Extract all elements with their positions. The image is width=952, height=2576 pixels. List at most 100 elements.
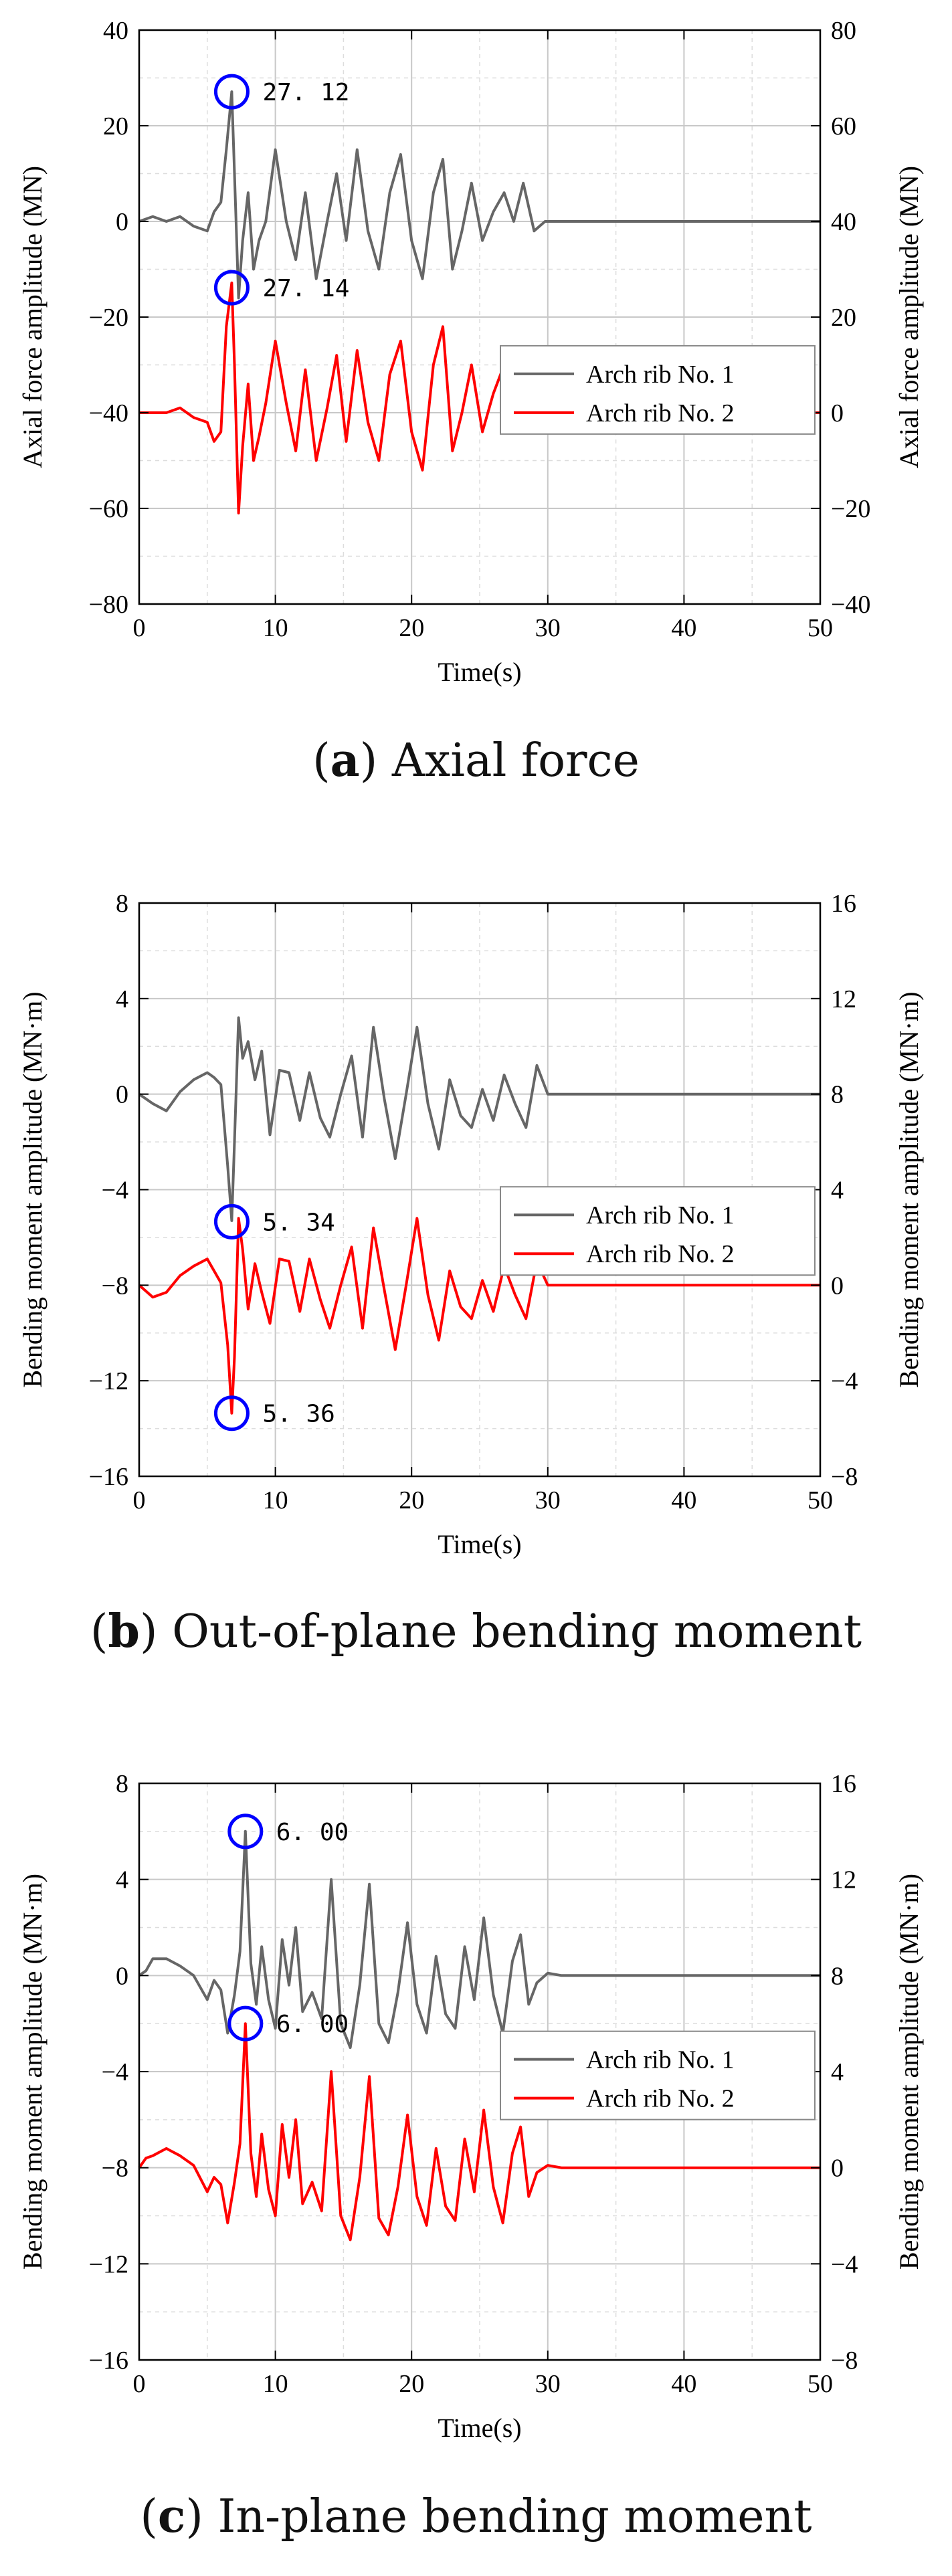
y-left-tick-label: −80 — [89, 591, 128, 619]
x-tick-label: 20 — [399, 2370, 424, 2398]
series-line-1 — [138, 90, 820, 300]
y-right-tick-label: 4 — [831, 1177, 844, 1205]
y-right-tick-label: −8 — [831, 2347, 858, 2375]
y-left-tick-label: 0 — [116, 1081, 128, 1109]
y-right-tick-label: 8 — [831, 1962, 844, 1990]
x-tick-label: 30 — [535, 1486, 561, 1514]
y-right-tick-label: 4 — [831, 2058, 844, 2086]
chart-caption: (b) Out-of-plane bending moment — [90, 1605, 862, 1658]
y-right-tick-label: −4 — [831, 1367, 858, 1395]
peak-label-2: 6. 00 — [276, 2011, 349, 2038]
x-axis-label: Time(s) — [438, 2413, 521, 2443]
y-right-tick-label: −8 — [831, 1463, 858, 1491]
x-tick-label: 0 — [133, 2370, 146, 2398]
caption-letter: c — [158, 2490, 185, 2543]
x-tick-label: 30 — [535, 2370, 561, 2398]
x-tick-label: 0 — [133, 1486, 146, 1514]
y-left-tick-label: 0 — [116, 208, 128, 236]
y-left-axis-label: Bending moment amplitude (MN·m) — [17, 1874, 47, 2270]
legend-label-1: Arch rib No. 1 — [586, 1201, 735, 1229]
chart-b: 0 10 20 30 40 50840−4−8−12−161612840−4−8Time(… — [17, 890, 924, 1658]
x-tick-label: 10 — [263, 1486, 288, 1514]
y-left-tick-label: −4 — [102, 1177, 128, 1205]
chart-caption: (a) Axial force — [312, 734, 640, 787]
x-tick-label: 10 — [263, 614, 288, 642]
series-line-2 — [138, 2022, 820, 2242]
x-tick-label: 40 — [671, 2370, 696, 2398]
y-right-tick-label: 16 — [831, 890, 856, 918]
peak-marker-2 — [213, 270, 250, 306]
x-tick-label: 50 — [807, 2370, 833, 2398]
y-left-tick-label: −12 — [89, 2250, 128, 2278]
y-left-axis-label: Axial force amplitude (MN) — [17, 166, 47, 468]
y-left-tick-label: 4 — [116, 1866, 128, 1894]
chart-caption: (c) In-plane bending moment — [140, 2490, 812, 2543]
x-tick-label: 20 — [399, 614, 424, 642]
y-left-tick-label: −60 — [89, 495, 128, 523]
y-right-tick-label: −20 — [831, 495, 870, 523]
y-right-tick-label: 0 — [831, 2155, 844, 2183]
y-right-axis-label: Bending moment amplitude (MN·m) — [894, 991, 924, 1387]
y-right-tick-label: 0 — [831, 399, 844, 427]
peak-marker-1 — [227, 1813, 264, 1850]
peak-marker-1 — [213, 74, 250, 110]
y-left-tick-label: −20 — [89, 304, 128, 332]
x-tick-label: 50 — [807, 614, 833, 642]
legend-box — [500, 1186, 816, 1276]
y-right-tick-label: 12 — [831, 985, 856, 1013]
y-left-tick-label: −8 — [102, 2155, 128, 2183]
legend-box — [500, 2030, 816, 2120]
y-left-tick-label: −4 — [102, 2058, 128, 2086]
y-left-tick-label: 8 — [116, 1770, 128, 1798]
y-right-tick-label: 0 — [831, 1272, 844, 1300]
legend: Arch rib No. 1 Arch rib No. 2 — [500, 1186, 816, 1276]
legend-label-2: Arch rib No. 2 — [586, 399, 735, 427]
y-left-tick-label: −8 — [102, 1272, 128, 1300]
x-tick-label: 10 — [263, 2370, 288, 2398]
x-tick-label: 50 — [807, 1486, 833, 1514]
peak-label-1: 27. 12 — [262, 79, 349, 106]
caption-paren-open: ( — [140, 2490, 158, 2543]
y-right-tick-label: −40 — [831, 591, 870, 619]
x-axis-label: Time(s) — [438, 1529, 521, 1559]
y-right-axis-label: Axial force amplitude (MN) — [894, 166, 924, 468]
peak-label-1: 6. 00 — [276, 1819, 349, 1846]
legend: Arch rib No. 1 Arch rib No. 2 — [500, 2030, 816, 2120]
y-right-tick-label: 12 — [831, 1866, 856, 1894]
caption-text: ) In-plane bending moment — [185, 2490, 812, 2543]
peak-marker-2 — [213, 1395, 250, 1431]
caption-text: ) Out-of-plane bending moment — [140, 1605, 862, 1658]
x-tick-label: 40 — [671, 614, 696, 642]
x-axis-label: Time(s) — [438, 657, 521, 687]
y-right-tick-label: 8 — [831, 1081, 844, 1109]
legend-box — [500, 344, 816, 435]
y-left-axis-label: Bending moment amplitude (MN·m) — [17, 991, 47, 1387]
x-tick-label: 20 — [399, 1486, 424, 1514]
peak-marker-1 — [213, 1203, 250, 1240]
legend-label-2: Arch rib No. 2 — [586, 1240, 735, 1268]
y-left-tick-label: −16 — [89, 1463, 128, 1491]
x-tick-label: 0 — [133, 614, 146, 642]
legend: Arch rib No. 1 Arch rib No. 2 — [500, 344, 816, 435]
y-right-tick-label: 40 — [831, 208, 856, 236]
y-right-tick-label: −4 — [831, 2250, 858, 2278]
legend-label-2: Arch rib No. 2 — [586, 2085, 735, 2113]
peak-label-1: 5. 34 — [262, 1209, 335, 1236]
caption-letter: a — [330, 734, 360, 787]
y-right-tick-label: 60 — [831, 112, 856, 140]
chart-a: 0 10 20 30 40 50 40 20 0 −20 −40 −60 −80 80 60 40 20 0 −20… — [17, 17, 924, 787]
x-tick-label: 40 — [671, 1486, 696, 1514]
legend-label-1: Arch rib No. 1 — [586, 2046, 735, 2074]
y-right-tick-label: 20 — [831, 304, 856, 332]
y-left-tick-label: −40 — [89, 399, 128, 427]
y-left-tick-label: 8 — [116, 890, 128, 918]
peak-marker-2 — [227, 2005, 264, 2042]
caption-letter: b — [108, 1605, 140, 1658]
y-right-tick-label: 80 — [831, 17, 856, 45]
caption-paren-open: ( — [90, 1605, 108, 1658]
series-line-1 — [138, 1829, 820, 2050]
series-line-1 — [138, 1016, 820, 1222]
x-tick-label: 30 — [535, 614, 561, 642]
y-left-tick-label: −12 — [89, 1367, 128, 1395]
